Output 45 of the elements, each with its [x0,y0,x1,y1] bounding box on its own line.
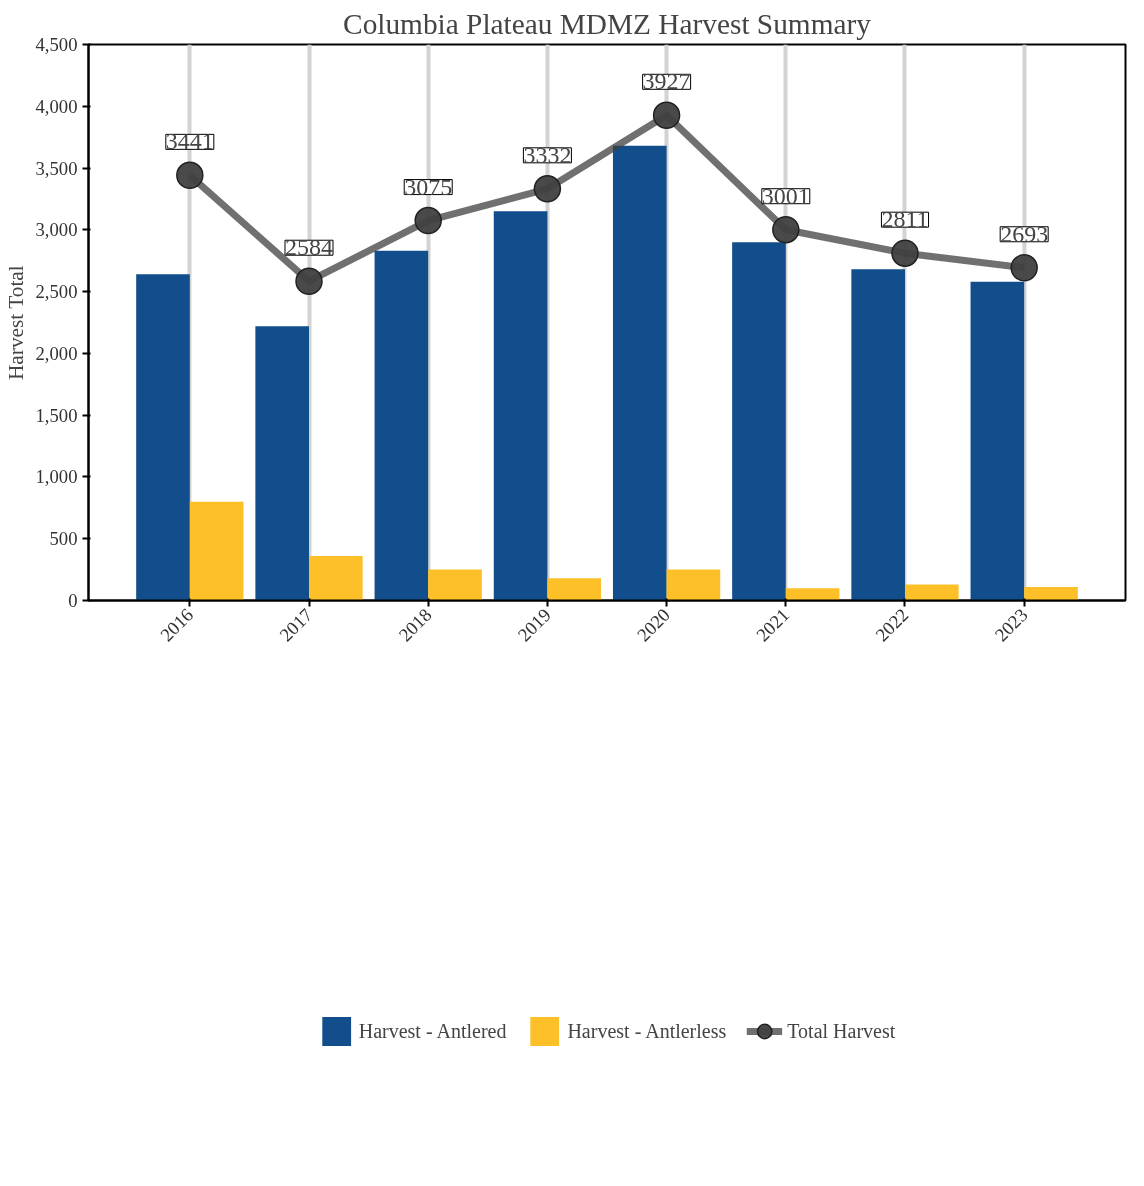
bar [428,569,482,601]
point [652,101,681,130]
y-axis-title: Harvest Total [3,265,28,381]
data-label: 2811 [881,206,929,233]
point [1010,254,1038,282]
bar [189,501,244,601]
data-label: 3927 [642,68,691,95]
y-tick-label: 1,000 [35,466,78,488]
legend-label: Harvest - Antlered [358,1019,507,1043]
bar [1024,586,1078,601]
bar [255,326,310,601]
y-tick-label: 2,500 [35,281,78,303]
y-tick-label: 4,000 [35,95,78,117]
y-tick-label: 2,000 [35,342,78,364]
point [295,267,323,295]
y-tick-label: 3,000 [35,219,78,241]
data-label: 3001 [761,182,810,209]
bar [904,584,959,601]
data-label: 3441 [165,128,214,155]
point [414,206,442,235]
bar [732,242,786,601]
y-tick-label: 0 [68,590,78,611]
y-tick-label: 1,500 [35,404,78,426]
legend-label: Harvest - Antlerless [567,1019,727,1043]
bar [666,569,721,601]
y-tick-label: 500 [49,528,78,550]
bar [493,211,548,601]
point [533,175,562,203]
bar [136,274,190,601]
y-tick-label: 3,500 [35,157,78,179]
data-label: 3332 [523,141,572,168]
bar [374,250,429,601]
point [176,161,204,190]
legend-label: Total Harvest [787,1019,896,1043]
bar [309,556,363,601]
point [772,215,800,244]
bar [970,281,1025,601]
y-tick-label: 4,500 [35,34,78,55]
bar [612,145,667,601]
bar [851,269,905,601]
point [891,239,919,267]
bar [547,578,602,601]
chart-title: Columbia Plateau MDMZ Harvest Summary [343,7,872,40]
bar [785,588,840,601]
data-label: 3075 [404,173,453,200]
